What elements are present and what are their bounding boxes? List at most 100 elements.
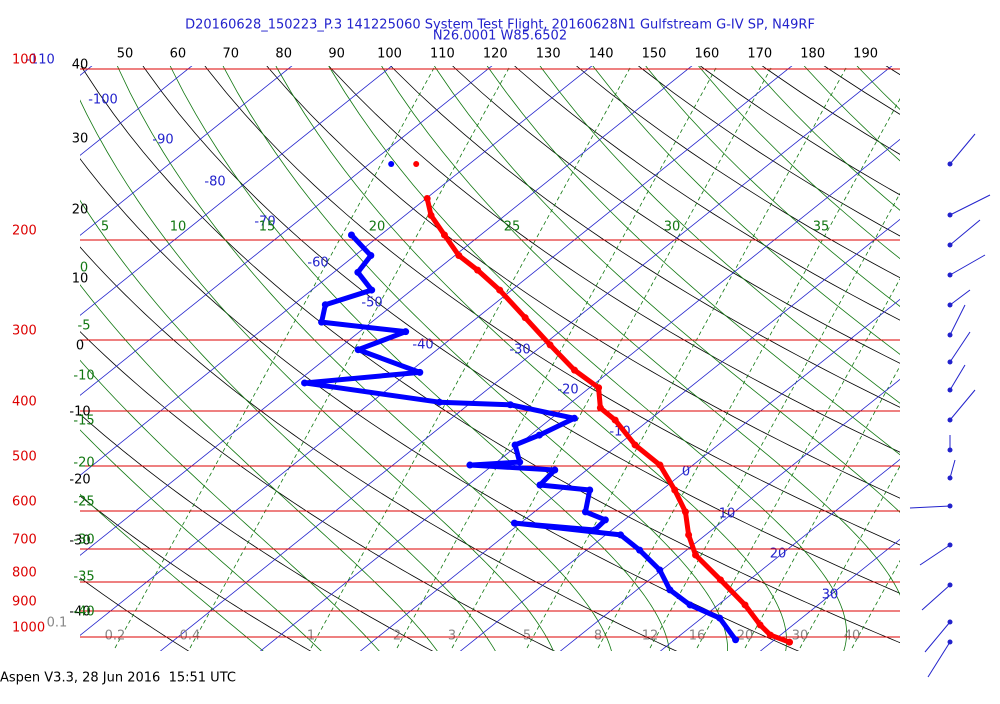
wind-barb-dot: [947, 417, 953, 423]
moist-adiabat: [856, 66, 900, 111]
wind-barb: [949, 254, 986, 276]
theta-label-left: -10: [73, 369, 94, 384]
pressure-label: 200: [12, 223, 37, 238]
dewpoint-point: [435, 398, 443, 406]
pressure-label: 700: [12, 533, 37, 548]
temperature-point: [741, 601, 749, 609]
location: N26.0001 W85.6502: [433, 29, 567, 44]
left-tick-label: 40: [72, 58, 89, 73]
wind-barb: [949, 364, 966, 391]
top-tick-label: 70: [223, 47, 240, 62]
mixing-ratio-label: 2: [393, 629, 401, 644]
dry-adiabat: [823, 66, 900, 115]
moist-adiabat: [275, 66, 787, 651]
moist-adiabat: [80, 359, 380, 651]
theta-label-left: -5: [78, 319, 91, 334]
dry-adiabat: [80, 246, 678, 651]
launch-temperature: [413, 161, 420, 168]
theta-label-top: 15: [259, 220, 276, 235]
moist-adiabat: [486, 66, 900, 456]
wind-barb: [924, 621, 951, 653]
isotherm: [459, 298, 900, 651]
moist-adiabat: [592, 66, 900, 355]
dry-adiabat: [926, 14, 1000, 656]
dewpoint-point: [535, 431, 543, 439]
dewpoint-point: [586, 486, 594, 494]
wind-barb-dot: [947, 212, 953, 218]
dewpoint-point: [318, 318, 326, 326]
dewpoint-point: [506, 401, 514, 409]
temperature-point: [571, 366, 579, 374]
mixing-ratio-line: [696, 278, 900, 649]
wind-barb-dot: [947, 302, 953, 308]
wind-barb: [949, 389, 976, 421]
dry-adiabat: [80, 66, 900, 644]
temperature-point: [595, 384, 603, 392]
isotherm: [559, 378, 900, 651]
mixing-ratio-label: 1: [307, 629, 315, 644]
dewpoint-point: [321, 301, 329, 309]
dry-adiabat: [80, 495, 312, 651]
mixing-ratio-label: 0.1: [47, 616, 68, 631]
wind-barb: [949, 289, 971, 306]
dewpoint-point: [636, 546, 644, 554]
temperature-point: [656, 461, 664, 469]
temperature-point: [671, 486, 679, 494]
wind-barb-dot: [947, 619, 953, 625]
dewpoint-point: [354, 346, 362, 354]
temperature-point: [692, 551, 700, 559]
moist-adiabat: [863, 14, 1000, 656]
mixing-ratio-label: 8: [594, 629, 602, 644]
dewpoint-point: [601, 516, 609, 524]
dewpoint-point: [367, 252, 375, 260]
pressure-label: 300: [12, 324, 37, 339]
theta-label-top: 25: [504, 220, 521, 235]
top-tick-label: 50: [117, 47, 134, 62]
wind-barb-dot: [947, 332, 953, 338]
isotherm: [80, 66, 493, 396]
wind-barb: [949, 219, 981, 246]
wind-barb-dot: [947, 542, 953, 548]
temperature-point: [685, 531, 693, 539]
temperature-point: [521, 314, 529, 322]
top-tick-label: 120: [483, 47, 508, 62]
wind-barb: [919, 544, 951, 566]
dewpoint-point: [581, 508, 589, 516]
moist-adiabat: [381, 66, 900, 596]
top-tick-label: 140: [589, 47, 614, 62]
isotherm: [80, 66, 593, 476]
footer: Aspen V3.3, 28 Jun 2016 15:51 UTC: [0, 671, 236, 686]
dry-adiabat: [885, 66, 900, 76]
temperature-point: [496, 286, 504, 294]
moist-adiabat: [433, 66, 900, 513]
moist-adiabat: [539, 66, 900, 404]
dewpoint-point: [732, 636, 740, 644]
wind-barb-dot: [947, 582, 953, 588]
theta-label-top: 35: [813, 220, 830, 235]
dry-adiabat: [637, 66, 900, 237]
dewpoint-point: [516, 458, 524, 466]
dewpoint-point: [591, 526, 599, 534]
dry-adiabat: [328, 66, 900, 453]
theta-label-top: 30: [664, 220, 681, 235]
pressure-label: 100: [12, 53, 37, 68]
isotherm-label: -40: [412, 338, 433, 353]
mixing-ratio-line: [597, 98, 900, 649]
top-tick-label: 180: [800, 47, 825, 62]
top-tick-label: 170: [747, 47, 772, 62]
mixing-ratio-label: 40: [844, 629, 861, 644]
theta-label-left: -20: [73, 456, 94, 471]
mixing-ratio-line: [396, 67, 717, 649]
isotherm: [359, 218, 900, 651]
mixing-ratio-label: 0.2: [105, 629, 126, 644]
wind-barb: [927, 641, 951, 678]
isotherm: [80, 66, 293, 236]
temperature-point: [423, 194, 431, 202]
dewpoint-point: [466, 461, 474, 469]
top-tick-label: 150: [642, 47, 667, 62]
mixing-ratio-line: [310, 67, 631, 649]
moist-adiabat: [117, 66, 612, 651]
dewpoint-point: [402, 328, 410, 336]
